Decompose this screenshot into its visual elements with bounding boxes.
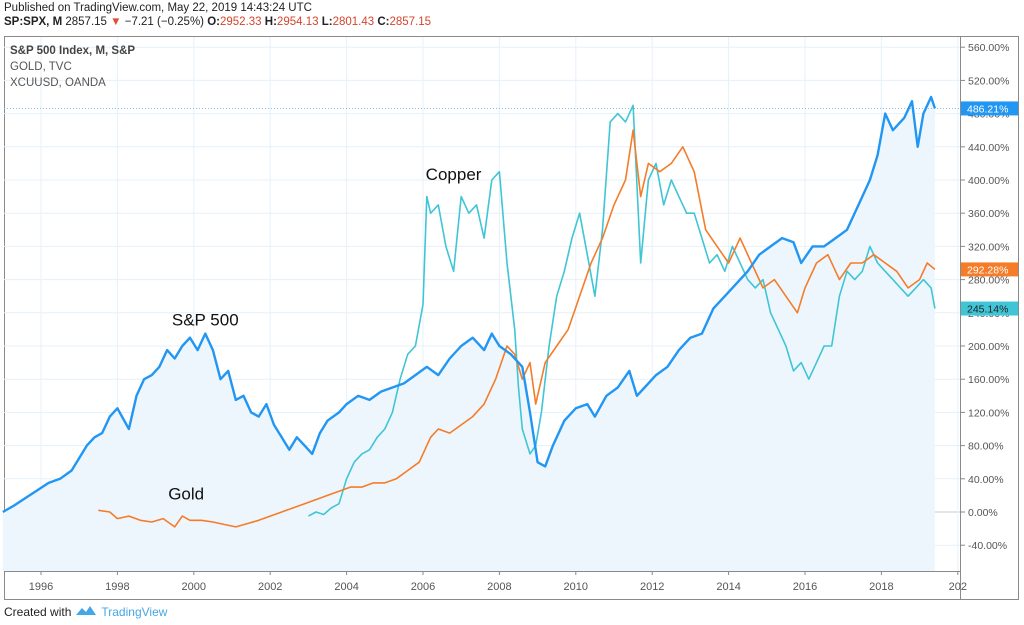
price-axis[interactable]: 560.00%520.00%480.00%440.00%400.00%360.0… — [960, 42, 1009, 552]
price-label-text: 245.14% — [967, 304, 1008, 316]
tradingview-brand-link[interactable]: TradingView — [101, 604, 168, 619]
x-tick-label: 2018 — [869, 581, 893, 593]
y-tick-label: 360.00% — [968, 208, 1009, 220]
price-label-text: 486.21% — [967, 103, 1008, 115]
x-tick-label: 2014 — [716, 581, 740, 593]
series-line-copper — [308, 104, 936, 517]
last-price: 2857.15 — [65, 16, 107, 28]
close-value: 2857.15 — [389, 16, 432, 28]
time-axis[interactable]: 1996 1998 2000 2002 2004 2006 2008 2010 2012 2014… — [29, 571, 967, 593]
legend-item-copper[interactable]: XCUUSD, OANDA — [10, 77, 106, 89]
y-tick-label: 120.00% — [968, 407, 1009, 419]
x-tick-label: 2006 — [411, 581, 435, 593]
x-tick-label: 2008 — [487, 581, 511, 593]
y-tick-label: 320.00% — [968, 241, 1009, 253]
annotation-label: S&P 500 — [172, 310, 239, 329]
price-labels: 486.21% 292.28% 245.14% — [961, 101, 1018, 316]
footer: Created with TradingView — [4, 604, 167, 619]
tradingview-cloud-icon[interactable] — [75, 604, 97, 619]
annotation-label: Copper — [426, 165, 482, 184]
y-tick-label: 200.00% — [968, 341, 1009, 353]
price-change: −7.21 (−0.25%) — [124, 16, 205, 28]
x-tick-label: 2012 — [640, 581, 664, 593]
price-label-text: 292.28% — [967, 264, 1008, 276]
y-tick-label: -40.00% — [968, 540, 1007, 552]
high-value: 2954.13 — [276, 16, 319, 28]
close-label: C: — [377, 16, 390, 28]
legend-item-gold[interactable]: GOLD, TVC — [10, 61, 72, 73]
x-tick-label: 2000 — [182, 581, 206, 593]
down-arrow-icon: ▼ — [110, 16, 122, 28]
price-label-bg — [961, 262, 1018, 277]
price-label-bg — [961, 301, 1018, 316]
spx-area — [2, 97, 935, 571]
series-lines — [2, 95, 937, 528]
x-tick-label: 2002 — [258, 581, 282, 593]
y-tick-label: 280.00% — [968, 275, 1009, 287]
series-line-gold — [98, 129, 936, 528]
x-tick-label: 1996 — [29, 581, 53, 593]
created-with-label: Created with — [4, 604, 72, 619]
y-tick-label: 440.00% — [968, 142, 1009, 154]
y-tick-label: 560.00% — [968, 42, 1009, 54]
x-tick-label: 2016 — [793, 581, 817, 593]
open-value: 2952.33 — [220, 16, 262, 28]
series-line-s-p-500 — [2, 95, 937, 514]
y-tick-label: 80.00% — [968, 441, 1004, 453]
y-tick-label: 40.00% — [968, 474, 1004, 486]
symbol-name: SP:SPX, M — [4, 16, 63, 28]
y-tick-label: 400.00% — [968, 175, 1009, 187]
spx-area-fill — [2, 97, 960, 571]
low-label: L: — [321, 16, 333, 28]
high-label: H: — [264, 16, 277, 28]
legend: S&P 500 Index, M, S&P GOLD, TVC XCUUSD, … — [10, 43, 135, 91]
y-tick-label: 0.00% — [968, 507, 998, 519]
x-tick-label: 1998 — [105, 581, 129, 593]
y-tick-label: 520.00% — [968, 75, 1009, 87]
annotations: S&P 500 Copper Gold — [168, 165, 482, 504]
legend-item-spx[interactable]: S&P 500 Index, M, S&P — [10, 45, 136, 57]
symbol-quote-line: SP:SPX, M 2857.15 ▼ −7.21 (−0.25%) O:295… — [4, 16, 431, 28]
x-tick-label: 202 — [949, 581, 967, 593]
y-tick-label: 160.00% — [968, 374, 1009, 386]
open-label: O: — [207, 16, 220, 28]
price-label-bg — [961, 101, 1018, 116]
low-value: 2801.43 — [332, 16, 375, 28]
published-line: Published on TradingView.com, May 22, 20… — [4, 2, 312, 14]
x-tick-label: 2010 — [564, 581, 588, 593]
x-tick-label: 2004 — [334, 581, 358, 593]
annotation-label: Gold — [168, 485, 204, 504]
